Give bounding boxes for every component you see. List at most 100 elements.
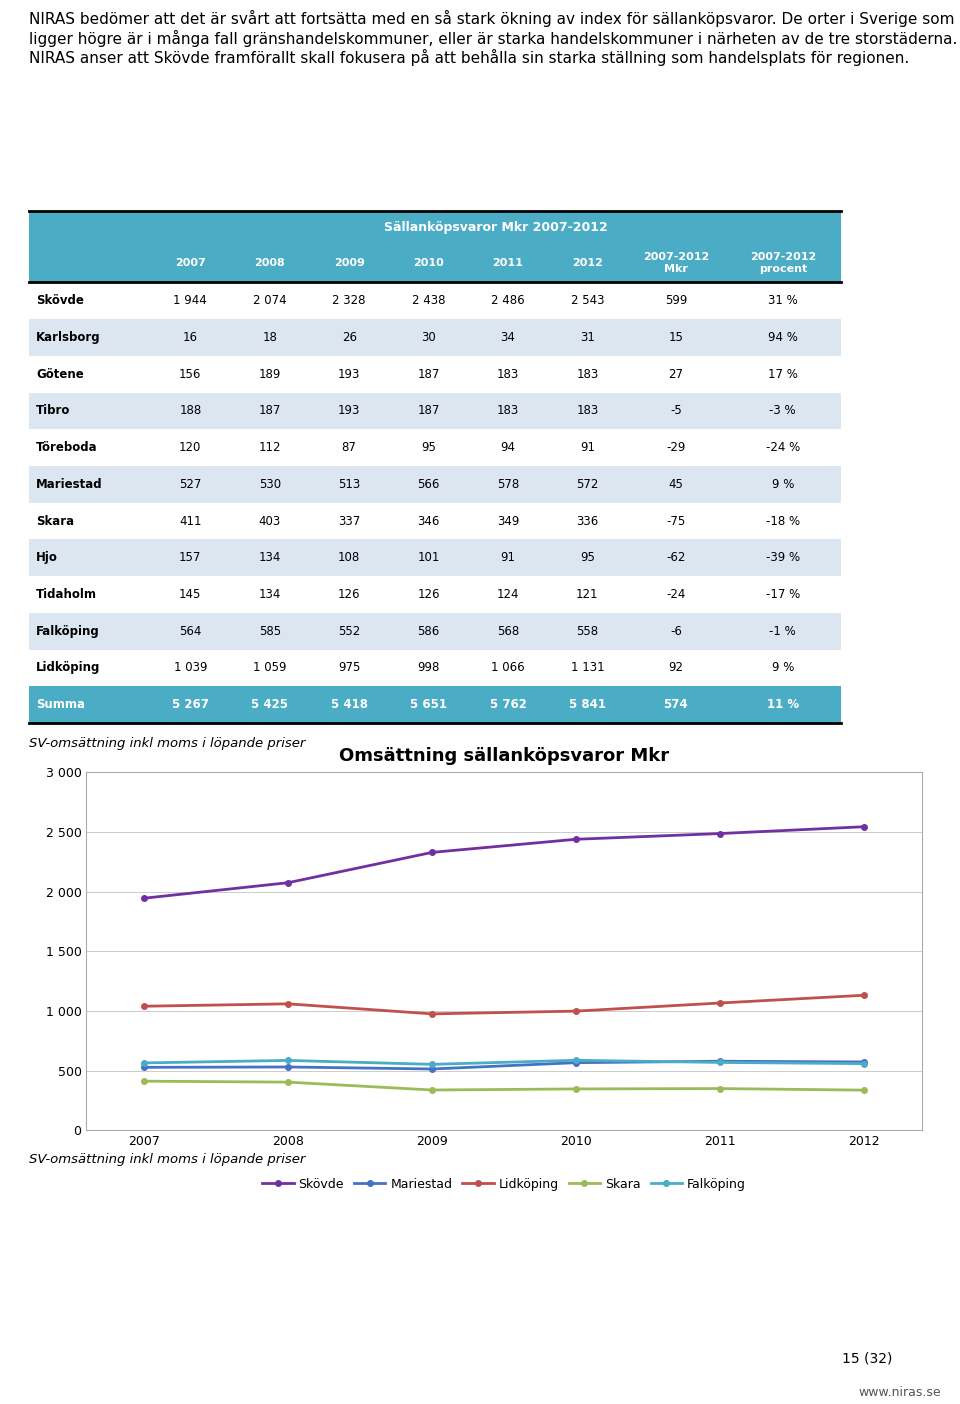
Text: -3 %: -3 %	[770, 404, 796, 417]
Bar	[29, 539, 841, 576]
Text: 124: 124	[496, 588, 519, 601]
Text: 2008: 2008	[254, 258, 285, 268]
Text: 94 %: 94 %	[768, 331, 798, 344]
Text: 1 131: 1 131	[570, 661, 604, 674]
Text: 91: 91	[580, 441, 595, 453]
Text: 2007: 2007	[175, 258, 205, 268]
Text: Hjo: Hjo	[36, 552, 58, 564]
Text: -24: -24	[666, 588, 685, 601]
Text: 2009: 2009	[334, 258, 365, 268]
Text: 193: 193	[338, 404, 360, 417]
Text: -62: -62	[666, 552, 685, 564]
Text: 2007-2012
procent: 2007-2012 procent	[750, 253, 816, 274]
Text: 31 %: 31 %	[768, 295, 798, 307]
Text: Falköping: Falköping	[36, 625, 100, 637]
Text: 187: 187	[418, 368, 440, 380]
Text: 183: 183	[576, 368, 598, 380]
Text: 527: 527	[180, 477, 202, 491]
Text: 27: 27	[668, 368, 684, 380]
Text: 112: 112	[258, 441, 281, 453]
Text: -18 %: -18 %	[766, 514, 800, 528]
Text: 34: 34	[500, 331, 516, 344]
Text: 1 066: 1 066	[492, 661, 525, 674]
Text: 134: 134	[258, 588, 281, 601]
Text: 586: 586	[418, 625, 440, 637]
Bar	[29, 503, 841, 539]
Text: 5 425: 5 425	[252, 698, 288, 712]
Text: 95: 95	[421, 441, 436, 453]
Text: 45: 45	[668, 477, 684, 491]
Text: 5 418: 5 418	[330, 698, 368, 712]
Text: 336: 336	[576, 514, 598, 528]
Text: 11 %: 11 %	[767, 698, 799, 712]
Bar	[29, 282, 841, 319]
Text: 2 074: 2 074	[252, 295, 286, 307]
Text: 183: 183	[576, 404, 598, 417]
Text: 564: 564	[180, 625, 202, 637]
Text: 349: 349	[496, 514, 519, 528]
Text: 16: 16	[182, 331, 198, 344]
Text: 187: 187	[418, 404, 440, 417]
Text: Töreboda: Töreboda	[36, 441, 98, 453]
Text: 403: 403	[258, 514, 281, 528]
Bar	[29, 355, 841, 393]
Text: 156: 156	[180, 368, 202, 380]
Text: 346: 346	[418, 514, 440, 528]
Text: 126: 126	[338, 588, 360, 601]
Text: 15: 15	[668, 331, 684, 344]
Bar	[29, 211, 841, 244]
Text: 552: 552	[338, 625, 360, 637]
Text: Mariestad: Mariestad	[36, 477, 103, 491]
Legend: Skövde, Mariestad, Lidköping, Skara, Falköping: Skövde, Mariestad, Lidköping, Skara, Fal…	[257, 1172, 751, 1196]
Text: 2012: 2012	[572, 258, 603, 268]
Title: Omsättning sällanköpsvaror Mkr: Omsättning sällanköpsvaror Mkr	[339, 747, 669, 765]
Bar	[29, 687, 841, 723]
Text: Skövde: Skövde	[36, 295, 84, 307]
Text: 513: 513	[338, 477, 360, 491]
Text: 5 762: 5 762	[490, 698, 526, 712]
Bar	[29, 244, 841, 282]
Text: 30: 30	[421, 331, 436, 344]
Text: 9 %: 9 %	[772, 477, 794, 491]
Text: 126: 126	[418, 588, 440, 601]
Text: Tidaholm: Tidaholm	[36, 588, 97, 601]
Text: 18: 18	[262, 331, 277, 344]
Text: Sällanköpsvaror Mkr 2007-2012: Sällanköpsvaror Mkr 2007-2012	[384, 220, 608, 233]
Text: 2011: 2011	[492, 258, 523, 268]
Text: 578: 578	[497, 477, 519, 491]
Text: 5 267: 5 267	[172, 698, 208, 712]
Text: 87: 87	[342, 441, 356, 453]
Text: 108: 108	[338, 552, 360, 564]
Text: 183: 183	[497, 368, 519, 380]
Text: 193: 193	[338, 368, 360, 380]
Bar	[29, 393, 841, 430]
Text: 975: 975	[338, 661, 360, 674]
Text: 5 651: 5 651	[410, 698, 447, 712]
Text: 5 841: 5 841	[569, 698, 606, 712]
Text: Tibro: Tibro	[36, 404, 70, 417]
Text: Skara: Skara	[36, 514, 74, 528]
Text: 157: 157	[180, 552, 202, 564]
Text: 134: 134	[258, 552, 281, 564]
Text: 183: 183	[497, 404, 519, 417]
Text: 2 438: 2 438	[412, 295, 445, 307]
Text: 9 %: 9 %	[772, 661, 794, 674]
Text: 2007-2012
Mkr: 2007-2012 Mkr	[642, 253, 708, 274]
Text: 101: 101	[418, 552, 440, 564]
Text: 95: 95	[580, 552, 595, 564]
Text: 599: 599	[664, 295, 687, 307]
Text: SV-omsättning inkl moms i löpande priser: SV-omsättning inkl moms i löpande priser	[29, 737, 305, 750]
Text: 120: 120	[180, 441, 202, 453]
Text: 998: 998	[418, 661, 440, 674]
Text: 411: 411	[180, 514, 202, 528]
Text: 94: 94	[500, 441, 516, 453]
Text: 121: 121	[576, 588, 599, 601]
Text: 2 486: 2 486	[492, 295, 525, 307]
Text: 1 039: 1 039	[174, 661, 207, 674]
Text: 17 %: 17 %	[768, 368, 798, 380]
Bar	[29, 576, 841, 614]
Text: -17 %: -17 %	[766, 588, 800, 601]
Text: NIRAS bedömer att det är svårt att fortsätta med en så stark ökning av index för: NIRAS bedömer att det är svårt att forts…	[29, 10, 957, 66]
Text: -75: -75	[666, 514, 685, 528]
Text: -1 %: -1 %	[769, 625, 796, 637]
